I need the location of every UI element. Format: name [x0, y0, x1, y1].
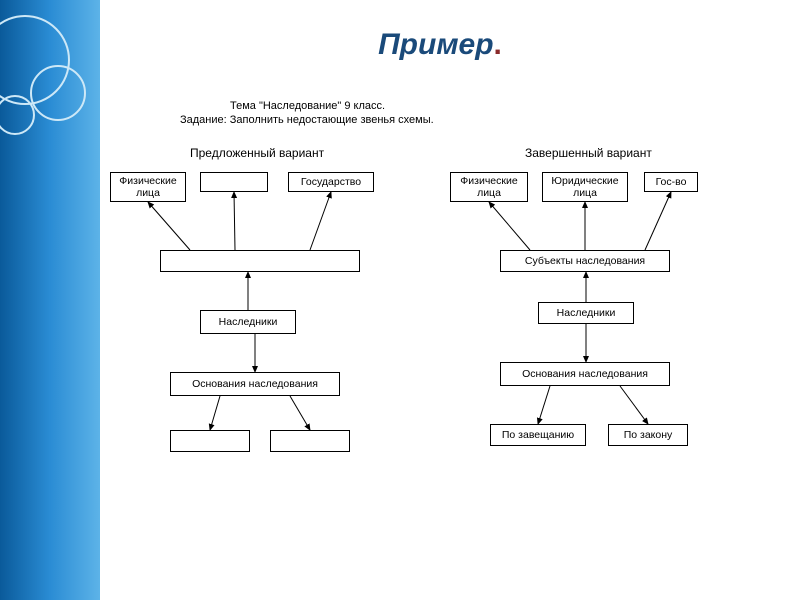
right-top-box-2: Гос-во	[644, 172, 698, 192]
deco-circle	[30, 65, 86, 121]
title-dot: .	[494, 28, 502, 61]
left-bottom-box-1	[270, 430, 350, 452]
page-title: Пример.	[100, 28, 780, 62]
left-top-box-0: Физические лица	[110, 172, 186, 202]
right-section-label: Завершенный вариант	[525, 146, 652, 160]
right-bottom-box-1: По закону	[608, 424, 688, 446]
right-subjects-box: Субъекты наследования	[500, 250, 670, 272]
right-bottom-box-0: По завещанию	[490, 424, 586, 446]
task-text: Задание: Заполнить недостающие звенья сх…	[180, 114, 434, 126]
left-heirs-box: Наследники	[200, 310, 296, 334]
left-top-box-1	[200, 172, 268, 192]
right-top-box-0: Физические лица	[450, 172, 528, 202]
left-mid-box	[160, 250, 360, 272]
right-heirs-box: Наследники	[538, 302, 634, 324]
topic-text: Тема "Наследование" 9 класс.	[230, 100, 385, 112]
left-top-box-2: Государство	[288, 172, 374, 192]
right-top-box-1: Юридические лица	[542, 172, 628, 202]
diagram-content: Тема "Наследование" 9 класс. Задание: За…	[110, 100, 790, 580]
left-section-label: Предложенный вариант	[190, 146, 324, 160]
left-bottom-box-0	[170, 430, 250, 452]
right-grounds-box: Основания наследования	[500, 362, 670, 386]
title-text: Пример	[378, 28, 493, 61]
left-grounds-box: Основания наследования	[170, 372, 340, 396]
